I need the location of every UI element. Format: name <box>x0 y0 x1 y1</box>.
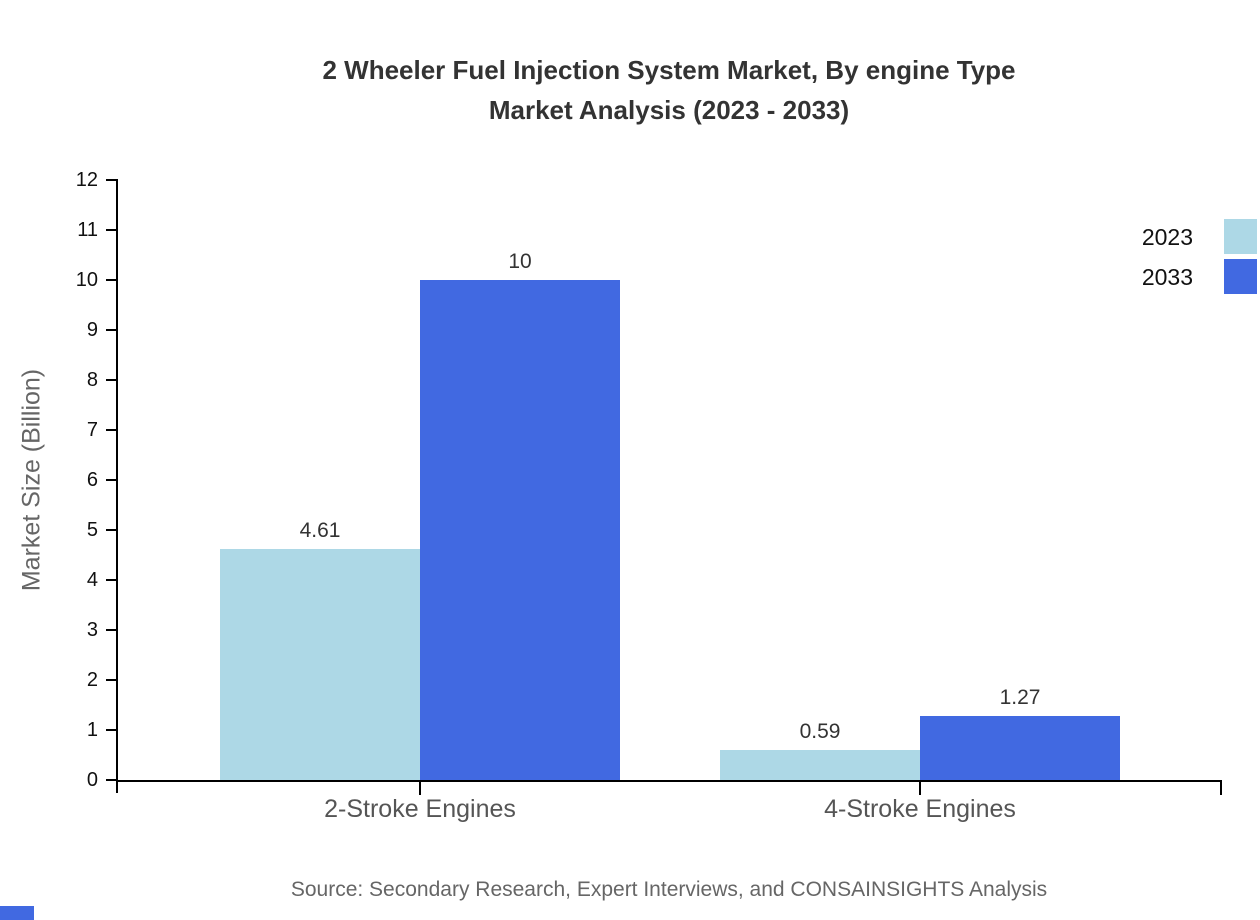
y-tick-label: 6 <box>86 469 98 491</box>
y-tick-label: 11 <box>77 219 98 241</box>
x-category-tick <box>919 782 921 795</box>
bar-value-label: 4.61 <box>299 519 341 542</box>
bar-2023-1 <box>720 750 920 780</box>
y-tick-mark <box>106 279 118 281</box>
legend-swatch-2033 <box>1224 259 1257 294</box>
y-tick-mark <box>106 179 118 181</box>
y-tick-label: 5 <box>86 519 98 541</box>
bar-value-label: 1.27 <box>999 686 1041 709</box>
chart-title-line1: 2 Wheeler Fuel Injection System Market, … <box>322 55 1016 85</box>
x-category-tick <box>419 782 421 795</box>
y-tick-label: 10 <box>75 269 98 291</box>
y-tick-mark <box>106 729 118 731</box>
legend-label-2033: 2033 <box>1141 264 1193 290</box>
y-tick-mark <box>106 629 118 631</box>
y-tick-label: 7 <box>86 419 98 441</box>
legend-swatch-2023 <box>1224 219 1257 254</box>
y-tick-label: 9 <box>86 319 98 341</box>
bar-value-label: 10 <box>508 250 532 273</box>
chart-title: 2 Wheeler Fuel Injection System Market, … <box>78 50 1260 130</box>
source-note: Source: Secondary Research, Expert Inter… <box>290 878 1048 901</box>
y-tick-mark <box>106 229 118 231</box>
y-axis-line <box>116 180 118 793</box>
x-category-label: 4-Stroke Engines <box>824 795 1016 823</box>
y-tick-label: 3 <box>86 619 98 641</box>
y-tick-label: 1 <box>86 719 98 741</box>
y-tick-label: 4 <box>86 569 98 591</box>
x-axis-end-tick <box>1220 782 1222 795</box>
y-tick-label: 2 <box>86 669 98 691</box>
y-tick-mark <box>106 429 118 431</box>
y-tick-label: 0 <box>86 769 98 791</box>
y-tick-mark <box>106 529 118 531</box>
brand-corner-mark <box>0 906 34 920</box>
y-tick-mark <box>106 379 118 381</box>
y-tick-mark <box>106 679 118 681</box>
y-tick-mark <box>106 329 118 331</box>
y-tick-mark <box>106 579 118 581</box>
bar-2023-0 <box>220 549 420 780</box>
bar-2033-0 <box>420 280 620 780</box>
y-tick-label: 12 <box>75 169 98 191</box>
chart-title-line2: Market Analysis (2023 - 2033) <box>488 95 850 125</box>
y-tick-mark <box>106 479 118 481</box>
bar-2033-1 <box>920 716 1120 780</box>
y-tick-mark <box>106 779 118 781</box>
x-category-label: 2-Stroke Engines <box>324 795 516 823</box>
bar-value-label: 0.59 <box>799 720 841 743</box>
legend-label-2023: 2023 <box>1141 224 1193 250</box>
y-tick-label: 8 <box>86 369 98 391</box>
x-axis-line <box>116 780 1222 782</box>
